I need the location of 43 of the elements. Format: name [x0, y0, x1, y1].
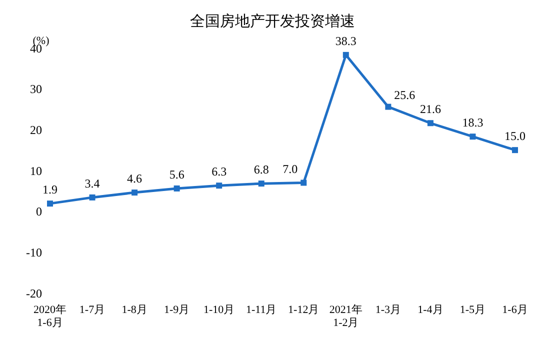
- point: [427, 120, 434, 126]
- data-label: 1.9: [42, 182, 58, 197]
- x-tick-label: 1-7月: [79, 304, 106, 316]
- data-label: 21.6: [420, 102, 441, 116]
- y-tick-label: 10: [30, 164, 42, 178]
- x-tick-label: 1-4月: [418, 304, 444, 316]
- point: [47, 200, 53, 207]
- data-label: 6.8: [254, 162, 269, 177]
- x-tick-label: 1-6月: [502, 304, 528, 316]
- point: [342, 52, 349, 58]
- data-label: 38.3: [335, 34, 356, 48]
- y-tick-label: 20: [30, 122, 42, 137]
- x-tick-label: 1-11月: [246, 304, 277, 316]
- data-label: 18.3: [462, 116, 484, 130]
- point: [132, 190, 138, 196]
- data-label: 25.6: [394, 88, 416, 102]
- x-tick-label: 1-10月: [204, 304, 235, 316]
- point: [385, 104, 392, 110]
- chart-title: 全国房地产开发投资增速: [189, 11, 356, 32]
- y-tick-label: 0: [36, 204, 42, 219]
- x-tick-label: 1-5月: [460, 304, 486, 316]
- y-tick-label: 30: [30, 82, 42, 96]
- x-tick-label: 1-9月: [164, 304, 190, 316]
- x-tick-label: 2020年 1-6月: [34, 304, 66, 329]
- point: [470, 134, 476, 140]
- point: [512, 147, 518, 154]
- x-tick-label: 1-12月: [288, 304, 320, 316]
- point: [174, 185, 180, 192]
- x-tick-label: 1-8月: [122, 304, 148, 316]
- x-tick-label: 1-3月: [375, 304, 402, 316]
- x-tick-label: 2021年 1-2月: [329, 304, 362, 329]
- data-label: 4.6: [127, 172, 142, 186]
- data-label: 5.6: [169, 167, 184, 182]
- y-tick-label: -20: [26, 286, 42, 300]
- data-label: 3.4: [84, 176, 100, 190]
- point: [258, 180, 264, 187]
- point: [216, 182, 222, 189]
- data-label: 7.0: [282, 162, 298, 176]
- point: [300, 180, 307, 186]
- point: [89, 194, 96, 200]
- data-label: 15.0: [504, 129, 526, 144]
- data-label: 6.3: [212, 164, 227, 179]
- y-tick-label: -10: [26, 245, 42, 260]
